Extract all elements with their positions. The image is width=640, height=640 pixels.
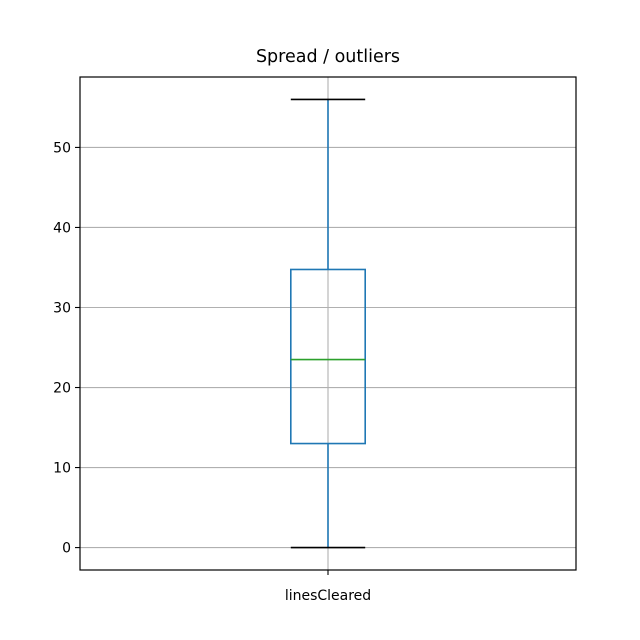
y-tick-label: 10	[53, 461, 71, 477]
y-axis: 0 10 20 30 40 50	[53, 140, 80, 557]
y-tick-label: 20	[53, 381, 71, 397]
x-tick-label: linesCleared	[285, 588, 371, 604]
x-axis: linesCleared	[285, 570, 371, 604]
y-tick-label: 0	[62, 541, 71, 557]
iqr-box	[289, 268, 366, 445]
y-tick-label: 40	[53, 220, 71, 236]
box-group	[289, 98, 366, 549]
chart-title: Spread / outliers	[256, 47, 400, 67]
y-tick-label: 30	[53, 300, 71, 316]
y-tick-label: 50	[53, 140, 71, 156]
